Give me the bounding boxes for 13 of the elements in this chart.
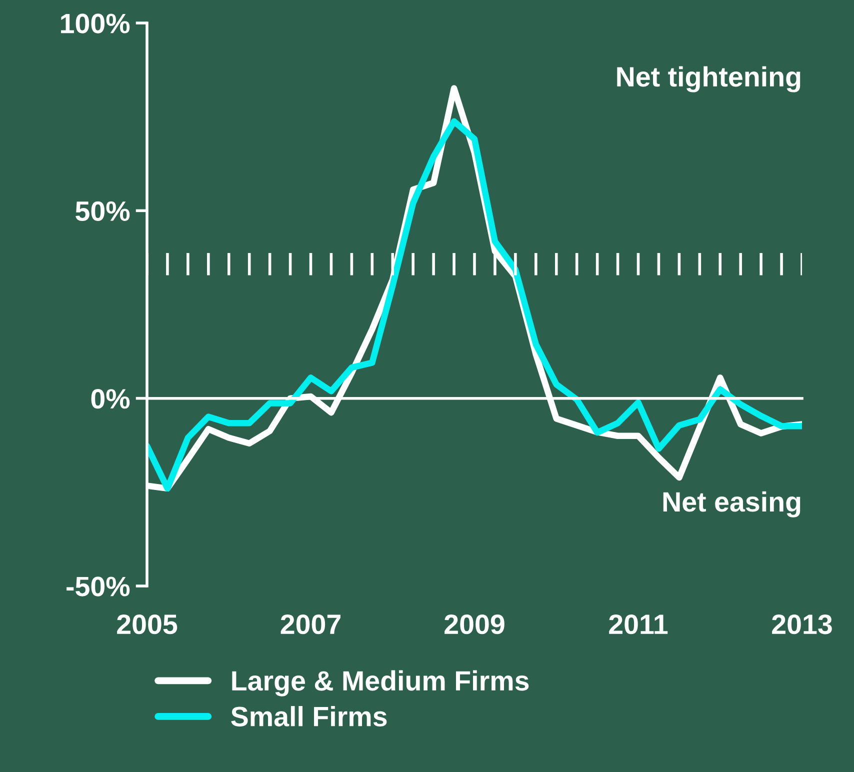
x-tick-label: 2011 <box>609 614 668 634</box>
x-tick-label: 2009 <box>444 614 504 634</box>
annotation: Net tightening <box>617 66 800 92</box>
y-tick-label: -50% <box>66 576 130 596</box>
x-tick-label: 2005 <box>117 614 178 634</box>
x-tick-label: 2007 <box>280 614 340 634</box>
annotation: Net easing <box>663 491 800 518</box>
y-tick-label: 0% <box>91 389 130 409</box>
y-tick-label: 50% <box>76 201 130 222</box>
x-tick-label: 2013 <box>772 614 832 634</box>
legend-label: Large & Medium Firms <box>232 670 529 696</box>
legend-label: Small Firms <box>231 706 387 726</box>
y-tick-label: 100% <box>61 14 130 34</box>
